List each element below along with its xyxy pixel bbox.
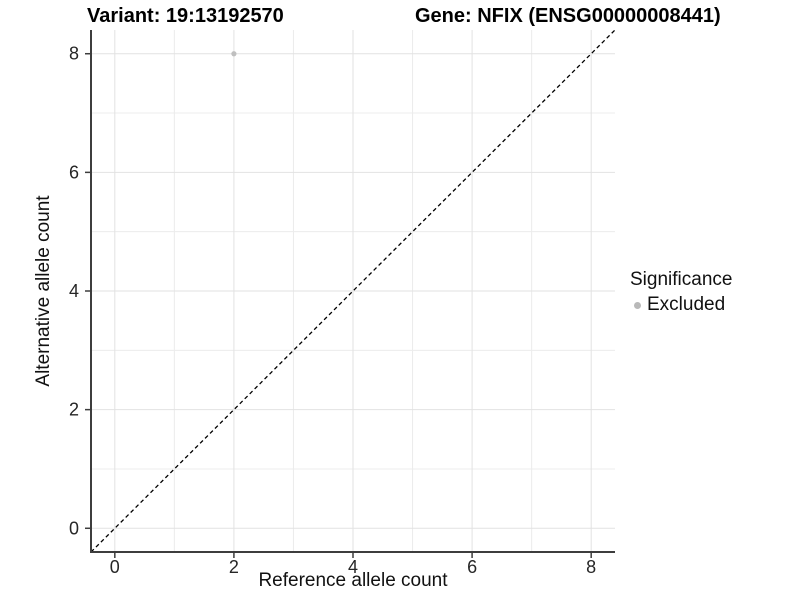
x-tick-label: 4	[348, 557, 358, 577]
x-tick-label: 0	[110, 557, 120, 577]
legend-item-label: Excluded	[647, 294, 726, 315]
x-tick-label: 8	[586, 557, 596, 577]
y-tick-label: 6	[69, 162, 79, 182]
chart-title-variant: Variant: 19:13192570	[87, 5, 284, 27]
legend: Significance Excluded	[630, 269, 732, 316]
legend-title: Significance	[630, 269, 733, 290]
identity-line	[90, 29, 616, 553]
chart-title-gene: Gene: NFIX (ENSG00000008441)	[415, 5, 721, 27]
y-tick-label: 0	[69, 518, 79, 538]
y-tick-label: 8	[69, 44, 79, 64]
x-tick-label: 6	[467, 557, 477, 577]
x-tick-label: 2	[229, 557, 239, 577]
chart-title: Variant: 19:13192570 Gene: NFIX (ENSG000…	[0, 5, 800, 29]
x-axis-title: Reference allele count	[258, 570, 448, 591]
legend-items: Excluded	[630, 294, 732, 316]
legend-point-icon	[634, 301, 641, 309]
y-tick-label: 4	[69, 281, 79, 301]
y-axis-title: Alternative allele count	[33, 195, 54, 387]
y-tick-label: 2	[69, 400, 79, 420]
legend-item: Excluded	[630, 294, 732, 316]
data-point	[231, 51, 237, 57]
